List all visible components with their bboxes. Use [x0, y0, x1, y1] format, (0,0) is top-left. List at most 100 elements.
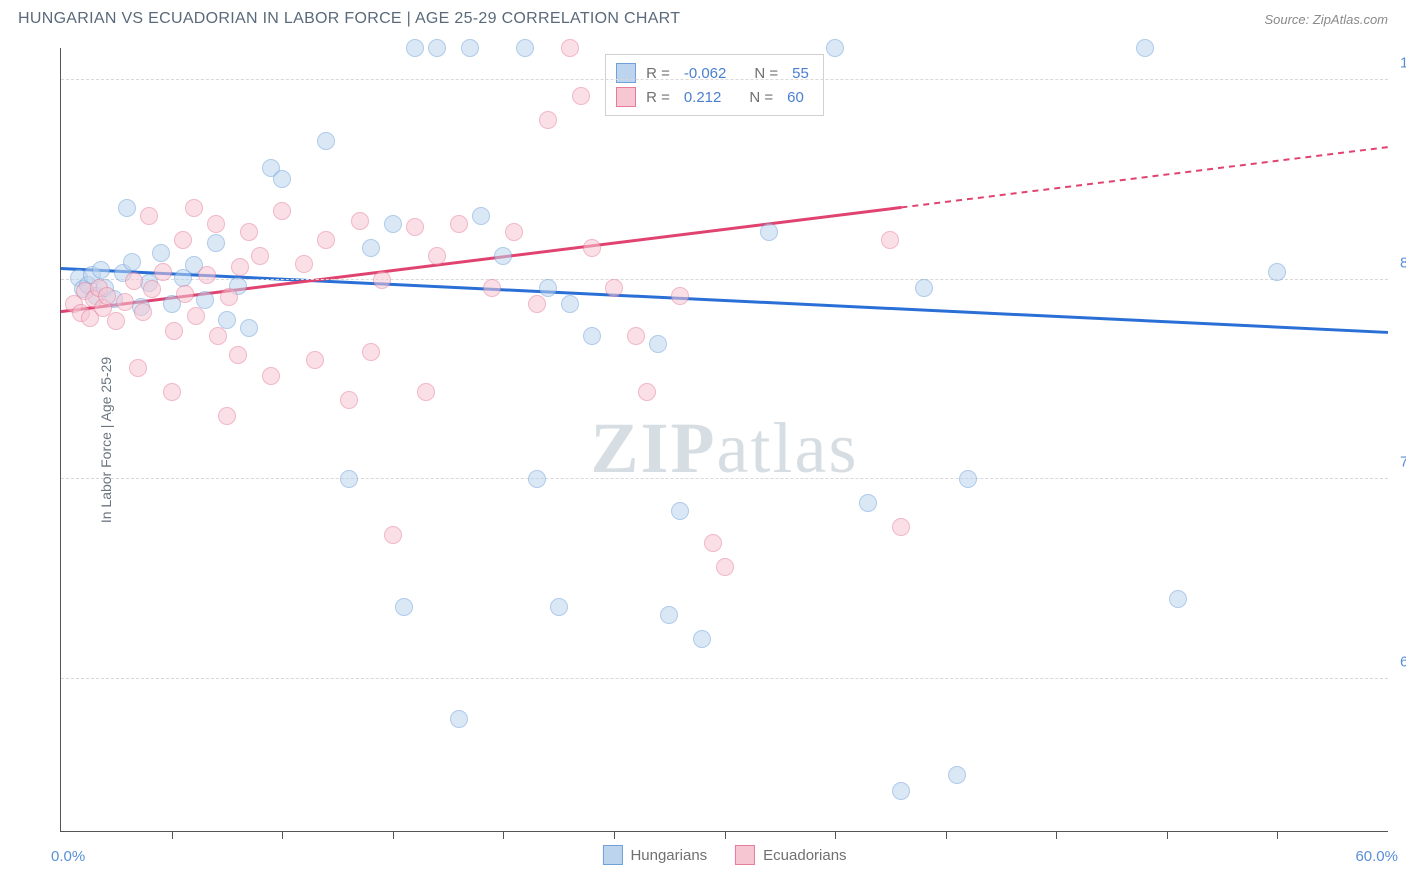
data-point [638, 383, 656, 401]
data-point [649, 335, 667, 353]
data-point [915, 279, 933, 297]
data-point [395, 598, 413, 616]
x-tick [1167, 831, 1168, 839]
trend-line-dashed [901, 147, 1388, 207]
data-point [198, 266, 216, 284]
data-point [704, 534, 722, 552]
data-point [116, 293, 134, 311]
data-point [140, 207, 158, 225]
data-point [373, 271, 391, 289]
legend-label: Hungarians [630, 847, 707, 864]
y-tick-label: 100.0% [1390, 54, 1406, 71]
data-point [262, 367, 280, 385]
swatch-ecuadorians [735, 845, 755, 865]
grid-line [61, 279, 1388, 280]
data-point [959, 470, 977, 488]
x-axis-min-label: 0.0% [51, 848, 85, 865]
data-point [892, 518, 910, 536]
data-point [163, 383, 181, 401]
data-point [229, 346, 247, 364]
data-point [118, 199, 136, 217]
data-point [340, 470, 358, 488]
data-point [218, 311, 236, 329]
data-point [494, 247, 512, 265]
data-point [583, 327, 601, 345]
y-tick-label: 62.5% [1390, 654, 1406, 671]
y-tick-label: 87.5% [1390, 254, 1406, 271]
series-legend: Hungarians Ecuadorians [602, 845, 846, 865]
data-point [317, 231, 335, 249]
data-point [716, 558, 734, 576]
data-point [134, 303, 152, 321]
data-point [572, 87, 590, 105]
chart-header: HUNGARIAN VS ECUADORIAN IN LABOR FORCE |… [0, 0, 1406, 36]
data-point [528, 470, 546, 488]
data-point [450, 215, 468, 233]
data-point [218, 407, 236, 425]
data-point [129, 359, 147, 377]
data-point [340, 391, 358, 409]
swatch-hungarians [616, 63, 636, 83]
swatch-hungarians [602, 845, 622, 865]
x-tick [614, 831, 615, 839]
data-point [317, 132, 335, 150]
data-point [892, 782, 910, 800]
data-point [550, 598, 568, 616]
trend-lines [61, 48, 1388, 831]
x-tick [835, 831, 836, 839]
x-tick [1056, 831, 1057, 839]
chart-plot-area: In Labor Force | Age 25-29 ZIPatlas R = … [60, 48, 1388, 832]
data-point [539, 111, 557, 129]
x-tick [503, 831, 504, 839]
x-tick [282, 831, 283, 839]
chart-source: Source: ZipAtlas.com [1264, 12, 1388, 27]
legend-row-ecuadorians: R = 0.212 N = 60 [616, 85, 809, 109]
data-point [123, 253, 141, 271]
data-point [406, 39, 424, 57]
data-point [450, 710, 468, 728]
data-point [428, 247, 446, 265]
data-point [165, 322, 183, 340]
grid-line [61, 678, 1388, 679]
data-point [760, 223, 778, 241]
data-point [671, 502, 689, 520]
data-point [627, 327, 645, 345]
grid-line [61, 79, 1388, 80]
n-label: N = [749, 89, 773, 106]
data-point [125, 272, 143, 290]
data-point [251, 247, 269, 265]
data-point [483, 279, 501, 297]
x-tick [393, 831, 394, 839]
data-point [561, 295, 579, 313]
data-point [273, 202, 291, 220]
data-point [693, 630, 711, 648]
data-point [1169, 590, 1187, 608]
data-point [351, 212, 369, 230]
data-point [516, 39, 534, 57]
data-point [671, 287, 689, 305]
data-point [859, 494, 877, 512]
y-axis-title: In Labor Force | Age 25-29 [98, 356, 114, 522]
data-point [185, 199, 203, 217]
watermark-light: atlas [717, 407, 859, 487]
r-value-ecuadorians: 0.212 [684, 89, 722, 106]
x-tick [725, 831, 726, 839]
watermark: ZIPatlas [591, 406, 859, 489]
data-point [187, 307, 205, 325]
data-point [1136, 39, 1154, 57]
x-axis-max-label: 60.0% [1355, 848, 1398, 865]
data-point [231, 258, 249, 276]
data-point [528, 295, 546, 313]
x-tick [172, 831, 173, 839]
data-point [295, 255, 313, 273]
data-point [152, 244, 170, 262]
data-point [176, 285, 194, 303]
data-point [240, 319, 258, 337]
data-point [98, 287, 116, 305]
data-point [472, 207, 490, 225]
data-point [362, 239, 380, 257]
data-point [826, 39, 844, 57]
data-point [174, 231, 192, 249]
data-point [209, 327, 227, 345]
data-point [154, 263, 172, 281]
